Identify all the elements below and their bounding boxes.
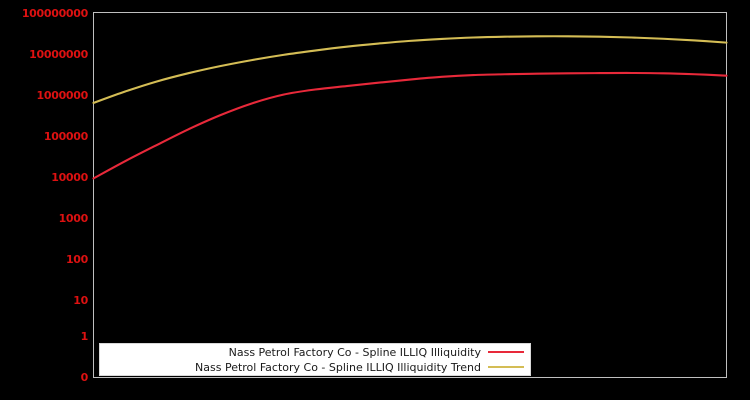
plot-area	[93, 12, 727, 378]
legend-label: Nass Petrol Factory Co - Spline ILLIQ Il…	[195, 360, 481, 374]
y-axis: 100000000 10000000 1000000 100000 10000 …	[0, 0, 89, 400]
legend-item-trend: Nass Petrol Factory Co - Spline ILLIQ Il…	[100, 360, 530, 375]
legend-color-swatch-illiquidity	[488, 351, 524, 353]
y-tick-label: 1000	[58, 212, 89, 225]
legend-item-illiquidity: Nass Petrol Factory Co - Spline ILLIQ Il…	[100, 345, 530, 360]
y-tick-label: 100000000	[21, 7, 88, 20]
legend-label: Nass Petrol Factory Co - Spline ILLIQ Il…	[228, 345, 481, 359]
y-tick-label: 10000	[51, 171, 88, 184]
y-tick-label: 0	[80, 371, 89, 384]
y-tick-label: 1	[80, 330, 89, 343]
y-tick-label: 100000	[43, 130, 88, 143]
y-tick-label: 10000000	[29, 48, 88, 61]
y-tick-label: 1000000	[36, 89, 89, 102]
legend-color-swatch-trend	[488, 366, 524, 368]
y-tick-label: 10	[73, 294, 88, 307]
legend: Nass Petrol Factory Co - Spline ILLIQ Il…	[99, 343, 531, 376]
y-tick-label: 100	[65, 253, 88, 266]
